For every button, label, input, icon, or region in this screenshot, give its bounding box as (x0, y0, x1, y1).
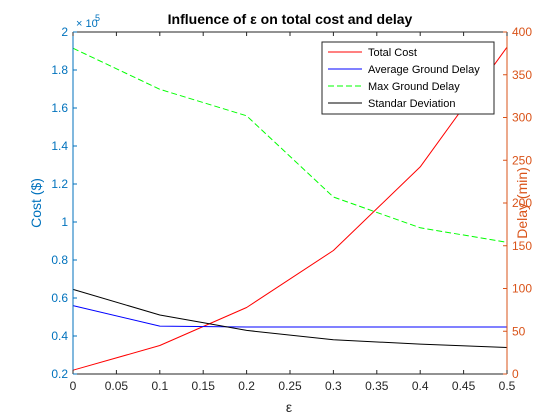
y-right-tick-label: 250 (512, 153, 532, 167)
series-line-average-ground-delay (72, 305, 507, 328)
y-left-tick-label: 1.6 (51, 101, 68, 115)
y-right-tick-label: 100 (512, 282, 532, 296)
y-right-tick-label: 150 (512, 239, 532, 253)
x-tick-label: 0.35 (365, 379, 389, 393)
y-right-tick-label: 300 (512, 111, 532, 125)
y-right-tick-label: 0 (512, 367, 519, 381)
y-left-tick-label: 0.4 (51, 329, 68, 343)
series-line-max-ground-delay (72, 47, 508, 243)
y-left-tick-label: 0.6 (51, 291, 68, 305)
y-left-tick-label: 0.2 (51, 367, 68, 381)
axes-layer: 0 0.05 0.1 0.15 0.2 0.25 0.3 0.35 0.4 0.45 0.50.20… (51, 25, 532, 393)
x-tick-label: 0.2 (238, 379, 255, 393)
y-left-tick-label: 1 (61, 215, 68, 229)
y-right-tick-label: 200 (512, 196, 532, 210)
legend-label: Standar Deviation (368, 98, 455, 110)
x-tick-label: 0.15 (192, 379, 216, 393)
x-tick-label: 0.1 (151, 379, 168, 393)
y-left-tick-label: 2 (61, 25, 68, 39)
x-tick-label: 0.05 (105, 379, 129, 393)
left-multiplier-label: × 10 (76, 18, 98, 30)
legend-label: Max Ground Delay (368, 81, 460, 93)
series-line-standar-deviation (72, 288, 508, 348)
x-tick-label: 0.45 (452, 379, 476, 393)
y-right-tick-label: 400 (512, 25, 532, 39)
legend-label: Average Ground Delay (368, 64, 480, 76)
legend-label: Total Cost (368, 47, 417, 59)
legend-box (321, 41, 495, 115)
x-tick-label: 0.4 (412, 379, 429, 393)
y-left-tick-label: 0.8 (51, 253, 68, 267)
legend: Total Cost Average Ground Delay Max Ground… (321, 41, 495, 115)
left-multiplier-exponent: 5 (95, 13, 100, 23)
x-tick-label: 0 (70, 379, 77, 393)
y-left-tick-label: 1.2 (51, 177, 68, 191)
series-layer (72, 46, 508, 371)
x-axis-label: ε (286, 399, 292, 415)
x-tick-label: 0.25 (278, 379, 302, 393)
x-tick-label: 0.3 (325, 379, 342, 393)
y-right-tick-label: 350 (512, 68, 532, 82)
y-left-tick-label: 1.4 (51, 139, 68, 153)
x-tick-label: 0.5 (499, 379, 516, 393)
y-axis-right-label: Delay (min) (514, 167, 530, 239)
chart-title: Influence of ε on total cost and delay (168, 11, 413, 27)
y-left-tick-label: 1.8 (51, 63, 68, 77)
y-right-tick-label: 50 (512, 324, 526, 338)
y-axis-left-label: Cost ($) (28, 178, 44, 228)
series-line-total-cost (72, 46, 508, 371)
